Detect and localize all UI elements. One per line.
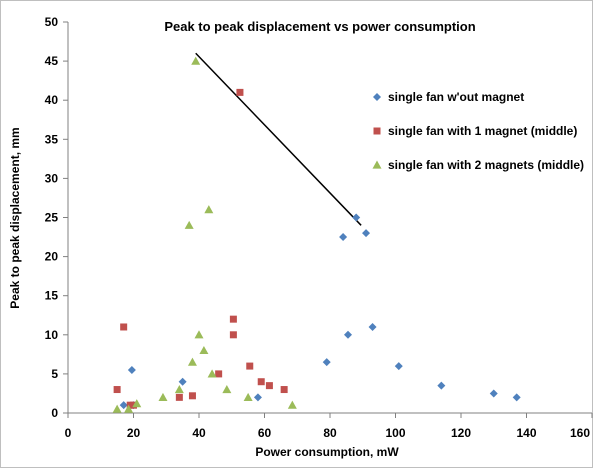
data-point <box>127 365 136 374</box>
data-point <box>178 377 187 386</box>
x-axis-title: Power consumption, mW <box>255 445 399 459</box>
y-tick-label: 25 <box>45 211 59 225</box>
data-point <box>120 323 128 331</box>
data-point <box>215 370 223 378</box>
data-point <box>174 385 184 394</box>
legend-marker <box>373 93 381 101</box>
x-tick-label: 160 <box>570 426 590 440</box>
legend: single fan w'out magnet single fan with 1… <box>372 90 584 172</box>
y-tick-label: 10 <box>45 328 59 342</box>
data-point <box>175 393 183 401</box>
data-point <box>187 357 197 366</box>
data-point <box>199 345 209 355</box>
data-point <box>194 330 204 339</box>
plot-area: 0 5 10 15 20 25 30 35 40 45 50 0 20 40 60 80 100 120 140 16… <box>45 15 593 440</box>
data-point <box>246 362 254 370</box>
legend-label: single fan with 2 magnets (middle) <box>388 158 584 172</box>
x-tick-label: 60 <box>258 426 272 440</box>
data-point <box>188 392 196 400</box>
legend-label: single fan w'out magnet <box>388 90 524 104</box>
data-point <box>394 362 403 371</box>
data-point <box>339 233 348 242</box>
data-point <box>119 401 128 410</box>
data-point <box>362 229 371 238</box>
data-point <box>236 88 244 96</box>
legend-marker <box>373 127 381 135</box>
data-point <box>352 213 361 222</box>
data-point <box>124 404 134 413</box>
y-tick-label: 0 <box>51 406 58 420</box>
y-tick-label: 20 <box>45 250 59 264</box>
data-point <box>112 404 122 413</box>
y-tick-label: 45 <box>45 54 59 68</box>
data-point <box>132 399 142 408</box>
y-tick-label: 40 <box>45 93 59 107</box>
legend-item: single fan with 1 magnet (middle) <box>373 124 577 138</box>
y-tick-label: 35 <box>45 132 59 146</box>
data-point <box>229 331 237 339</box>
y-tick-label: 30 <box>45 171 59 185</box>
legend-label: single fan with 1 magnet (middle) <box>388 124 577 138</box>
x-tick-label: 140 <box>516 426 536 440</box>
trend-line <box>195 52 362 226</box>
data-point <box>184 220 194 229</box>
data-point <box>287 400 297 409</box>
data-point <box>265 382 273 390</box>
x-tick-label: 20 <box>127 426 141 440</box>
legend-item: single fan w'out magnet <box>373 90 524 104</box>
series-1 <box>119 213 521 410</box>
data-point <box>191 56 201 65</box>
legend-item: single fan with 2 magnets (middle) <box>372 158 584 172</box>
data-point <box>257 378 265 386</box>
y-axis-title: Peak to peak displacement, mm <box>8 127 22 308</box>
data-point <box>222 385 232 394</box>
series-3 <box>112 56 297 413</box>
data-point <box>489 389 498 398</box>
data-point <box>243 392 253 401</box>
data-point <box>280 386 288 394</box>
data-point <box>322 358 331 367</box>
series-2 <box>113 88 288 409</box>
data-point <box>344 330 353 339</box>
y-tick-label: 50 <box>45 15 59 29</box>
x-tick-label: 100 <box>385 426 405 440</box>
data-point <box>437 381 446 390</box>
x-tick-label: 120 <box>451 426 471 440</box>
x-tick-label: 40 <box>192 426 206 440</box>
data-point <box>204 205 214 214</box>
x-tick-label: 0 <box>65 426 72 440</box>
y-tick-label: 5 <box>51 367 58 381</box>
chart-title: Peak to peak displacement vs power consu… <box>164 19 475 34</box>
data-point <box>158 392 168 401</box>
data-point <box>207 369 217 378</box>
data-point <box>512 393 521 402</box>
data-point <box>368 322 377 331</box>
legend-marker <box>372 160 382 169</box>
y-tick-label: 15 <box>45 289 59 303</box>
data-point <box>229 315 237 323</box>
x-tick-label: 80 <box>323 426 337 440</box>
data-point <box>253 393 262 402</box>
data-point <box>113 386 121 394</box>
